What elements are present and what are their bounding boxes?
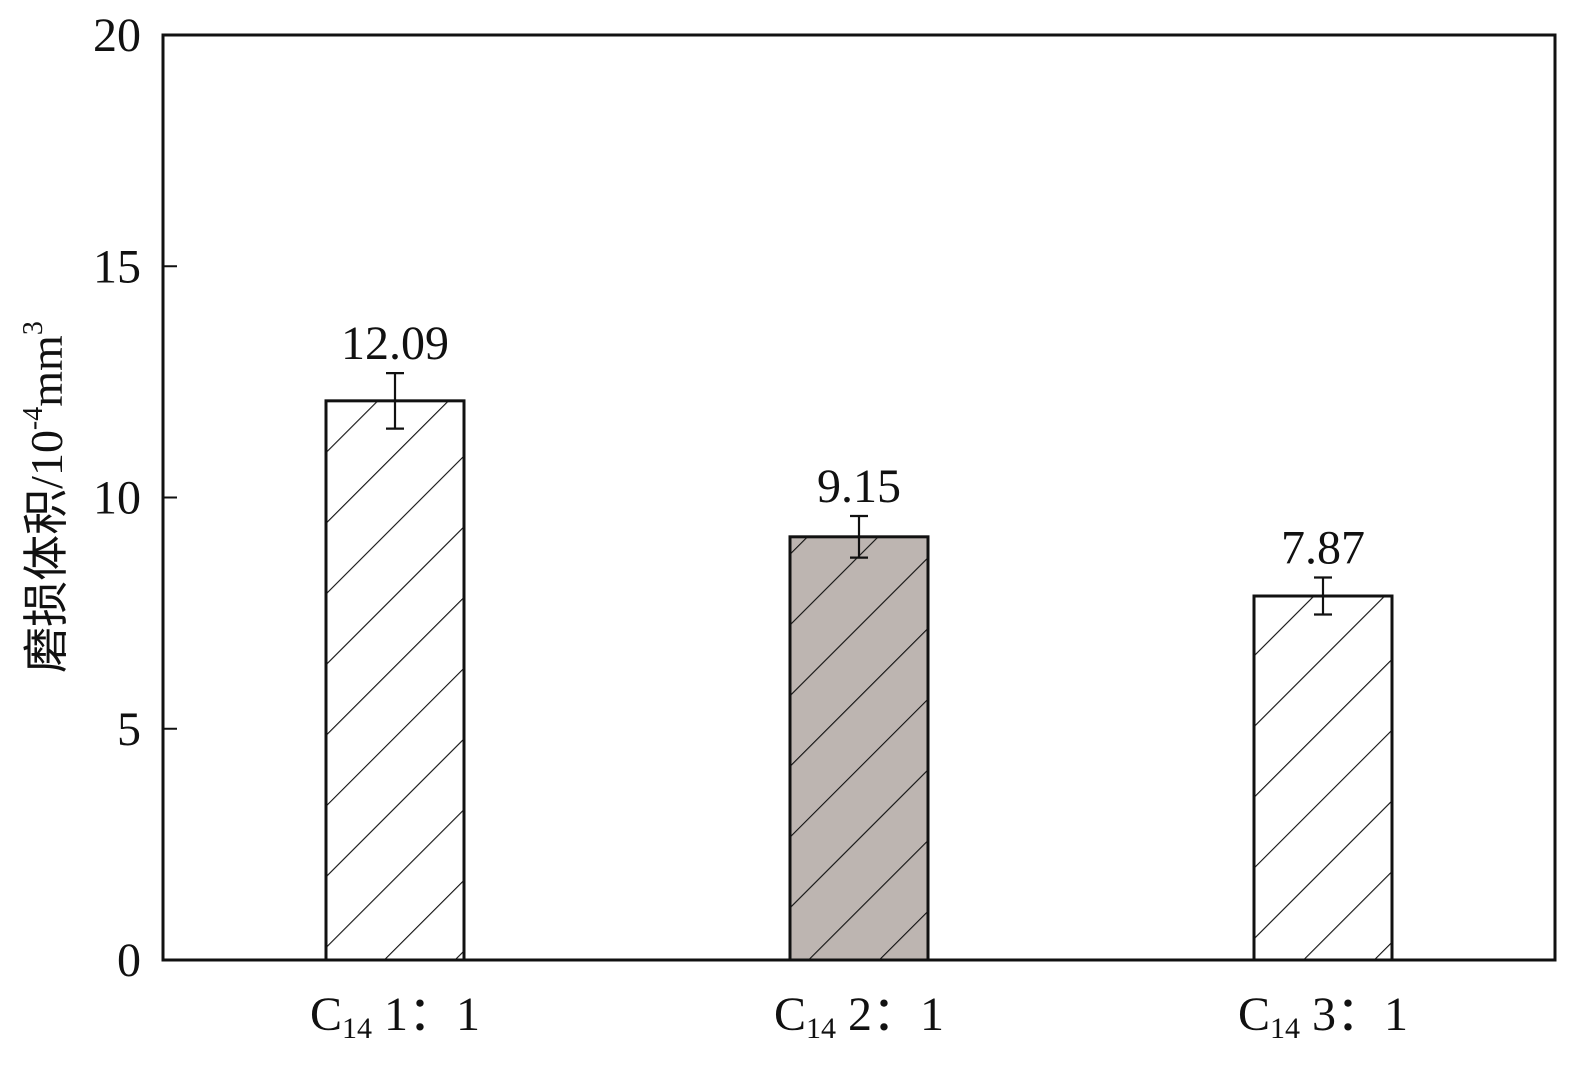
error-bar [386, 371, 404, 430]
category-ratio: 1：1 [384, 988, 480, 1041]
y-label-unit-exponent: 3 [18, 321, 49, 335]
category-subscript: 14 [1270, 1012, 1300, 1045]
y-tick-label: 15 [93, 240, 141, 293]
value-label: 9.15 [817, 460, 901, 513]
y-axis-label: 磨损体积/10-4mm3 [18, 321, 72, 673]
value-label: 12.09 [341, 317, 449, 370]
category-subscript: 14 [806, 1012, 836, 1045]
x-tick-label: C14 2：1 [774, 988, 944, 1045]
category-symbol: C [310, 988, 342, 1041]
category-symbol: C [1238, 988, 1270, 1041]
category-ratio: 2：1 [848, 988, 944, 1041]
y-tick-label: 0 [117, 934, 141, 987]
plot-frame [161, 33, 1557, 962]
y-tick-label: 20 [93, 9, 141, 62]
y-label-unit: mm [21, 335, 72, 407]
error-bar [850, 514, 868, 559]
y-label-text: 磨损体积/10 [21, 430, 72, 673]
x-tick-label: C14 1：1 [310, 988, 480, 1045]
y-tick-label: 10 [93, 472, 141, 525]
category-symbol: C [774, 988, 806, 1041]
error-bar [1314, 576, 1332, 616]
value-label: 7.87 [1281, 522, 1365, 575]
y-label-exponent: -4 [18, 407, 49, 430]
category-subscript: 14 [342, 1012, 372, 1045]
bar-hatch [790, 536, 928, 960]
bar-hatch [326, 400, 464, 960]
y-tick-label: 5 [117, 703, 141, 756]
x-tick-label: C14 3：1 [1238, 988, 1408, 1045]
bar-hatch [1254, 596, 1392, 960]
category-ratio: 3：1 [1312, 988, 1408, 1041]
